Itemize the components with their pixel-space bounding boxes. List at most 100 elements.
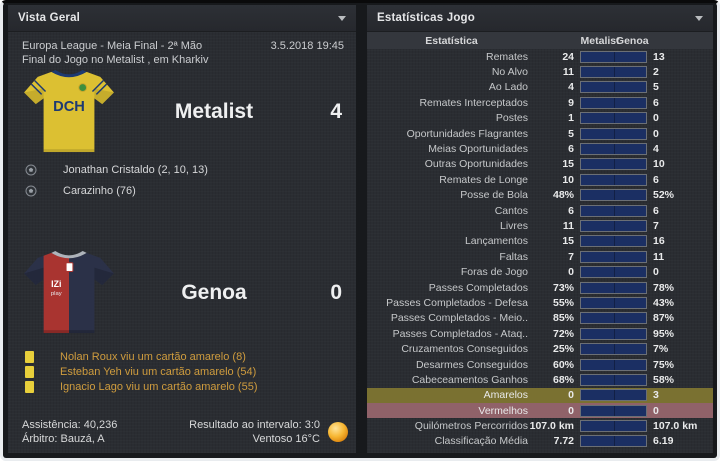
card-event-text[interactable]: Ignacio Lago viu um cartão amarelo (55)	[60, 380, 258, 393]
stat-away-value: 3	[653, 389, 659, 402]
stat-away-value: 6	[653, 173, 659, 186]
stat-comparison-bar	[580, 312, 647, 325]
card-event-text[interactable]: Esteban Yeh viu um cartão amarelo (54)	[60, 365, 257, 378]
match-footer: Assistência: 40,236 Árbitro: Bauzá, A Re…	[22, 418, 348, 446]
stat-home-value: 10	[562, 173, 574, 186]
stat-home-value: 15	[562, 235, 574, 248]
stat-away-value: 87%	[653, 312, 675, 325]
match-datetime: 3.5.2018 19:45	[270, 40, 344, 52]
stat-away-value: 7	[653, 219, 659, 232]
stat-comparison-bar	[580, 96, 647, 109]
stat-comparison-bar	[580, 358, 647, 371]
stat-row: Passes Completados - Defesa 55% 43%	[367, 295, 713, 310]
stat-away-value: 107.0 km	[653, 420, 698, 433]
card-event-row: Nolan Roux viu um cartão amarelo (8)	[8, 349, 356, 364]
away-cards-list: Nolan Roux viu um cartão amarelo (8) Est…	[8, 349, 356, 394]
stat-label: Remates Interceptados	[419, 96, 528, 109]
stat-home-value: 7.72	[553, 435, 574, 448]
overview-panel-header[interactable]: Vista Geral	[8, 5, 356, 32]
card-event-text[interactable]: Nolan Roux viu um cartão amarelo (8)	[60, 350, 246, 363]
stat-home-value: 15	[562, 158, 574, 171]
goal-event-row: Carazinho (76)	[8, 180, 356, 201]
halftime-result-label: Resultado ao intervalo: 3:0	[189, 419, 320, 431]
stat-row: Amarelos 0 3	[367, 387, 713, 403]
stat-row: Ao Lado 4 5	[367, 80, 713, 95]
match-status-line: Final do Jogo no Metalist , em Kharkiv	[22, 54, 209, 66]
attendance-label: Assistência: 40,236	[22, 419, 118, 431]
stat-row: Meias Oportunidades 6 4	[367, 141, 713, 156]
stat-away-value: 16	[653, 235, 665, 248]
stat-comparison-bar	[580, 250, 647, 263]
stat-label: Remates de Longe	[439, 173, 528, 186]
stat-comparison-bar	[580, 50, 647, 63]
away-team-name[interactable]: Genoa	[181, 281, 247, 304]
stat-home-value: 85%	[552, 312, 574, 325]
away-team-shirt: IZi play	[24, 250, 114, 334]
chevron-down-icon[interactable]	[338, 15, 346, 21]
stat-comparison-bar	[580, 173, 647, 186]
stat-home-value: 4	[568, 81, 574, 94]
goal-event-text[interactable]: Jonathan Cristaldo (2, 10, 13)	[63, 163, 208, 176]
stat-comparison-bar	[580, 343, 647, 356]
stat-row: Remates de Longe 10 6	[367, 172, 713, 187]
stat-away-value: 43%	[653, 296, 675, 309]
stat-row: Classificação Média 7.72 6.19	[367, 434, 713, 449]
stat-label: Meias Oportunidades	[428, 143, 528, 156]
match-meta-row: Europa League - Meia Final - 2ª Mão 3.5.…	[8, 32, 356, 53]
stat-row: Passes Completados - Ataq.. 72% 95%	[367, 326, 713, 341]
stat-home-value: 0	[568, 266, 574, 279]
stat-comparison-bar	[580, 112, 647, 125]
stat-away-value: 13	[653, 50, 665, 63]
weather-sun-icon	[328, 422, 348, 442]
stat-home-value: 0	[568, 404, 574, 417]
stat-row: Posse de Bola 48% 52%	[367, 188, 713, 203]
stat-comparison-bar	[580, 389, 647, 402]
stat-home-value: 48%	[552, 189, 574, 202]
stat-comparison-bar	[580, 420, 647, 433]
stat-comparison-bar	[580, 219, 647, 232]
stat-comparison-bar	[580, 296, 647, 309]
football-icon	[25, 164, 37, 175]
away-column-header: Genoa	[615, 34, 649, 47]
stat-home-value: 68%	[552, 373, 574, 386]
stats-panel-title: Estatísticas Jogo	[377, 12, 475, 24]
stat-row: Foras de Jogo 0 0	[367, 264, 713, 279]
yellow-card-icon	[25, 350, 34, 363]
stat-row: Quilómetros Percorridos 107.0 km 107.0 k…	[367, 418, 713, 433]
stat-home-value: 6	[568, 204, 574, 217]
stat-row: Lançamentos 15 16	[367, 234, 713, 249]
stat-row: Outras Oportunidades 15 10	[367, 157, 713, 172]
yellow-card-icon	[25, 380, 34, 393]
stat-label: Classificação Média	[434, 435, 528, 448]
stat-row: Cruzamentos Conseguidos 25% 7%	[367, 341, 713, 356]
goal-event-text[interactable]: Carazinho (76)	[63, 184, 136, 197]
away-kit-text-line1: IZi	[51, 279, 61, 289]
footer-left: Assistência: 40,236 Árbitro: Bauzá, A	[22, 418, 117, 446]
footer-right: Resultado ao intervalo: 3:0 Ventoso 16°C	[189, 418, 348, 446]
stat-label: Passes Completados - Ataq..	[392, 327, 528, 340]
stat-label: Cantos	[494, 204, 528, 217]
stat-away-value: 78%	[653, 281, 675, 294]
home-team-block: DCH Metalist 4	[8, 68, 356, 156]
stat-home-value: 1	[568, 112, 574, 125]
competition-label: Europa League - Meia Final - 2ª Mão	[22, 40, 203, 52]
stat-label: Livres	[499, 219, 528, 232]
stat-row: Passes Completados - Meio.. 85% 87%	[367, 311, 713, 326]
stat-comparison-bar	[580, 158, 647, 171]
stat-comparison-bar	[580, 127, 647, 140]
stat-away-value: 75%	[653, 358, 675, 371]
stat-home-value: 24	[562, 50, 574, 63]
chevron-down-icon[interactable]	[695, 15, 703, 21]
stats-panel-header[interactable]: Estatísticas Jogo	[367, 5, 713, 32]
stat-away-value: 5	[653, 81, 659, 94]
home-team-name[interactable]: Metalist	[174, 100, 254, 123]
stat-label: Passes Completados - Meio..	[390, 312, 528, 325]
stat-home-value: 5	[568, 127, 574, 140]
stat-label: Outras Oportunidades	[424, 158, 528, 171]
football-icon	[25, 185, 37, 196]
stat-home-value: 0	[568, 389, 574, 402]
stat-label: Desarmes Conseguidos	[415, 358, 528, 371]
stat-row: Faltas 7 11	[367, 249, 713, 264]
stat-comparison-bar	[580, 266, 647, 279]
